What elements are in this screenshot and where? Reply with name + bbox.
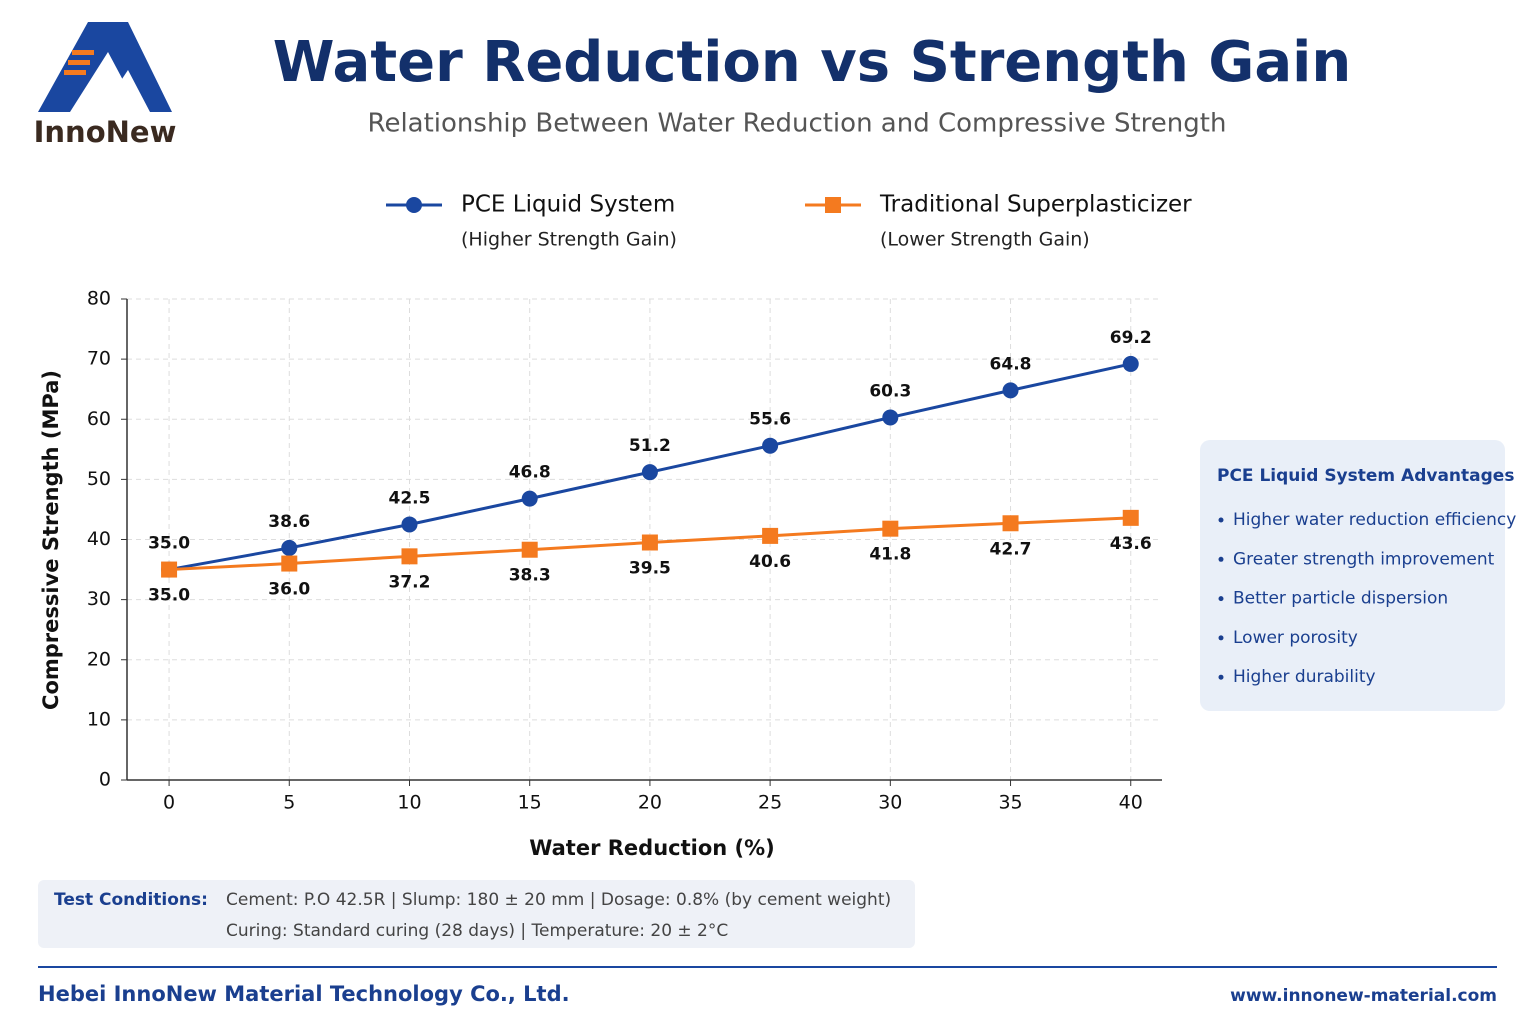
y-tick-label: 0 [99, 769, 111, 791]
marker [762, 527, 779, 544]
footer-url: www.innonew-material.com [1230, 986, 1497, 1006]
y-tick-label: 10 [87, 708, 111, 730]
x-tick-label: 25 [758, 792, 782, 814]
logo-mark [38, 22, 172, 112]
logo-stripe [64, 70, 86, 75]
advantage-item: Lower porosity [1233, 628, 1358, 648]
bullet [1218, 635, 1224, 641]
marker [281, 555, 298, 572]
y-tick-label: 30 [87, 588, 111, 610]
data-label: 69.2 [1110, 328, 1152, 348]
test-conditions-line: Curing: Standard curing (28 days) | Temp… [226, 921, 728, 941]
data-label: 40.6 [749, 552, 791, 572]
data-label: 42.5 [389, 488, 431, 508]
x-tick-label: 35 [998, 792, 1022, 814]
advantage-item: Better particle dispersion [1233, 589, 1448, 609]
data-label: 42.7 [990, 539, 1032, 559]
x-tick-label: 0 [163, 792, 175, 814]
x-tick-label: 20 [638, 792, 662, 814]
marker [882, 409, 899, 426]
data-label: 39.5 [629, 559, 671, 579]
marker [762, 437, 779, 454]
advantages-panel [1200, 440, 1505, 711]
marker [1122, 509, 1139, 526]
advantage-item: Higher durability [1233, 667, 1376, 687]
legend-note: (Higher Strength Gain) [461, 229, 677, 251]
legend-label: Traditional Superplasticizer [879, 192, 1192, 218]
logo-stripe [72, 50, 94, 55]
test-conditions-label: Test Conditions: [54, 890, 208, 910]
bullet [1218, 556, 1224, 562]
marker [281, 539, 298, 556]
logo-text: InnoNew [34, 115, 177, 149]
marker [401, 516, 418, 533]
y-tick-label: 40 [87, 528, 111, 550]
legend-label: PCE Liquid System [461, 192, 675, 218]
y-axis-title: Compressive Strength (MPa) [39, 370, 63, 710]
marker [406, 197, 422, 213]
logo: InnoNew [34, 22, 177, 149]
x-tick-label: 15 [518, 792, 542, 814]
data-label: 64.8 [990, 354, 1032, 374]
bullet [1218, 596, 1224, 602]
data-label: 35.0 [148, 534, 190, 554]
advantage-item: Higher water reduction efficiency [1233, 510, 1516, 530]
marker [521, 541, 538, 558]
logo-stripe [68, 60, 90, 65]
x-tick-label: 10 [397, 792, 421, 814]
data-label: 38.3 [509, 566, 551, 586]
data-label: 51.2 [629, 436, 671, 456]
data-label: 46.8 [509, 463, 551, 483]
legend-note: (Lower Strength Gain) [880, 229, 1090, 251]
footer-company: Hebei InnoNew Material Technology Co., L… [38, 982, 570, 1006]
marker [825, 197, 841, 213]
data-label: 35.0 [148, 586, 190, 606]
x-tick-label: 40 [1119, 792, 1143, 814]
test-conditions-line: Cement: P.O 42.5R | Slump: 180 ± 20 mm |… [226, 890, 891, 910]
data-label: 60.3 [869, 381, 911, 401]
test-conditions-box [38, 880, 915, 948]
y-tick-label: 50 [87, 468, 111, 490]
marker [1002, 515, 1019, 532]
marker [1122, 355, 1139, 372]
marker [401, 548, 418, 565]
marker [641, 534, 658, 551]
data-label: 43.6 [1110, 534, 1152, 554]
y-tick-label: 70 [87, 348, 111, 370]
logo-cut [100, 70, 150, 112]
data-label: 55.6 [749, 410, 791, 430]
marker [882, 520, 899, 537]
x-tick-label: 30 [878, 792, 902, 814]
marker [161, 561, 178, 578]
marker [641, 464, 658, 481]
bullet [1218, 517, 1224, 523]
chart-subtitle: Relationship Between Water Reduction and… [368, 109, 1227, 139]
data-label: 36.0 [268, 580, 310, 600]
y-tick-label: 80 [87, 288, 111, 310]
data-label: 41.8 [869, 545, 911, 565]
marker [521, 490, 538, 507]
chart-title: Water Reduction vs Strength Gain [273, 30, 1351, 95]
advantages-title: PCE Liquid System Advantages [1217, 466, 1514, 486]
marker [1002, 382, 1019, 399]
advantage-item: Greater strength improvement [1233, 549, 1495, 569]
y-tick-label: 60 [87, 408, 111, 430]
x-axis-title: Water Reduction (%) [529, 836, 775, 860]
data-label: 37.2 [389, 572, 431, 592]
y-tick-label: 20 [87, 648, 111, 670]
bullet [1218, 674, 1224, 680]
x-tick-label: 5 [283, 792, 295, 814]
data-label: 38.6 [268, 512, 310, 532]
